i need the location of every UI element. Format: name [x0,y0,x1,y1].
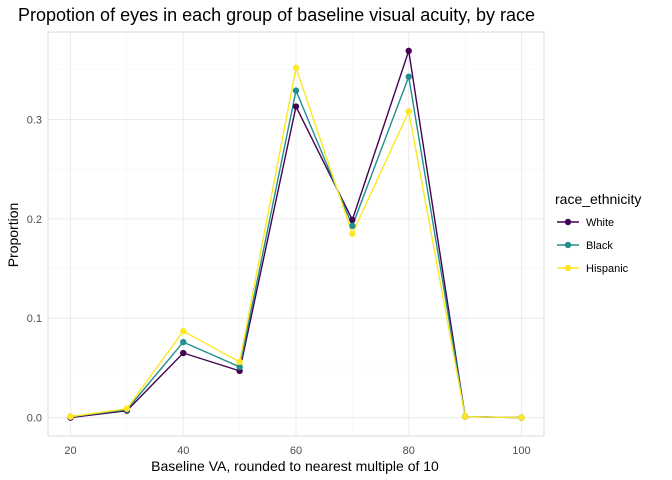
data-point-hispanic [349,230,356,237]
y-axis-title: Proportion [5,203,21,268]
x-tick-label: 60 [290,445,302,457]
data-point-white [292,103,300,110]
panel-border [47,31,545,437]
data-point-black [405,73,412,80]
plot-panel: 20 40 60 80 100 0.0 0.1 0.2 0.3 [27,31,545,457]
data-point-black [349,222,356,230]
x-axis-title: Baseline VA, rounded to nearest multiple… [151,458,439,474]
y-tick-label: 0.1 [27,313,42,325]
legend-key-point [564,241,572,249]
data-point-white [180,349,187,357]
data-point-black [292,87,300,94]
data-point-hispanic [292,64,300,71]
x-tick-label: 20 [64,445,76,457]
data-point-hispanic [236,358,243,366]
data-point-black [180,338,187,346]
x-tick-label: 100 [512,445,530,457]
legend-key-point [564,264,572,272]
legend-label-hispanic: Hispanic [586,263,629,275]
data-point-hispanic [123,405,131,412]
data-point-hispanic [518,414,525,421]
legend-title: race_ethnicity [555,191,641,207]
chart-title: Propotion of eyes in each group of basel… [18,5,535,25]
y-tick-label: 0.0 [27,413,42,425]
legend-label-white: White [586,217,614,229]
legend-label-black: Black [586,240,613,252]
data-point-black [236,363,243,371]
x-tick-label: 80 [403,445,415,457]
legend: race_ethnicity White Black Hispanic [555,191,641,275]
data-point-hispanic [180,327,187,335]
data-point-white [349,216,356,224]
data-point-hispanic [405,108,412,115]
data-point-white [405,47,412,55]
data-point-hispanic [461,413,469,420]
legend-key-point [564,218,572,226]
y-tick-label: 0.3 [27,114,42,126]
data-point-hispanic [67,413,74,420]
x-tick-label: 40 [177,445,189,457]
y-tick-label: 0.2 [27,214,42,226]
